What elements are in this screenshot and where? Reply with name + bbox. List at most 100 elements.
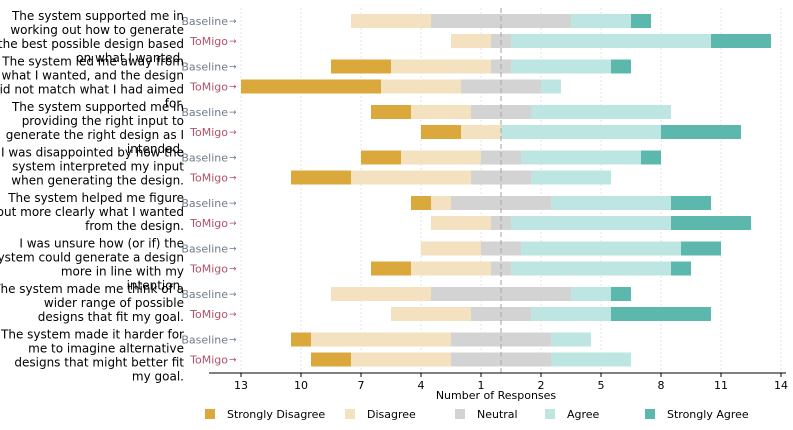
- bar-segment-agree: [571, 14, 631, 28]
- bar-segment-strongly-disagree: [291, 170, 351, 185]
- condition-label: Baseline: [181, 197, 228, 210]
- condition-label: ToMigo: [189, 81, 228, 94]
- arrow-icon: →: [229, 154, 237, 164]
- bar-segment-strongly-agree: [631, 14, 651, 28]
- legend-swatch: [205, 409, 215, 419]
- arrow-icon: →: [229, 245, 237, 255]
- legend-swatch: [545, 409, 555, 419]
- arrow-icon: →: [229, 37, 237, 47]
- question-text: designs that fit my goal.: [38, 310, 184, 324]
- question-text: did not match what I had aimed: [0, 83, 184, 97]
- condition-label: ToMigo: [189, 172, 228, 185]
- bar-segment-strongly-agree: [641, 150, 661, 165]
- question-text: I was disappointed by how the: [1, 146, 184, 160]
- question-text: wider range of possible: [44, 296, 184, 310]
- question-text: The system helped me figure: [7, 191, 184, 205]
- bar-segment-strongly-disagree: [361, 150, 401, 165]
- bar-segment-agree: [541, 79, 561, 94]
- bar-segment-neutral: [491, 216, 511, 230]
- arrow-icon: →: [229, 356, 237, 366]
- question-text: generate the right design as I: [6, 128, 184, 142]
- legend-label: Agree: [567, 408, 600, 421]
- bar-segment-strongly-disagree: [421, 125, 461, 139]
- legend-label: Strongly Disagree: [227, 408, 325, 421]
- bar-segment-strongly-agree: [661, 125, 741, 139]
- bar-segment-disagree: [401, 150, 481, 165]
- bar-segment-neutral: [481, 150, 521, 165]
- arrow-icon: →: [229, 265, 237, 275]
- x-tick-label: 11: [714, 379, 728, 392]
- question-text: The system supported me in: [11, 100, 184, 114]
- x-axis: 13 10 7 4 1 2 5 8 11 14: [209, 372, 788, 392]
- condition-label: ToMigo: [189, 354, 228, 367]
- bar-segment-disagree: [391, 59, 491, 74]
- bar-segment-agree: [571, 287, 611, 301]
- bar-segment-strongly-disagree: [371, 105, 411, 119]
- bar-segment-neutral: [431, 287, 571, 301]
- bar-segment-strongly-agree: [611, 307, 711, 321]
- bar-segment-strongly-agree: [681, 241, 721, 256]
- x-tick-label: 4: [418, 379, 425, 392]
- question-text: The system led me away from: [1, 55, 184, 69]
- question-text: The system supported me in: [11, 9, 184, 23]
- legend-label: Neutral: [477, 408, 518, 421]
- bar-segment-agree: [551, 196, 671, 210]
- question-text: on what I wanted.: [76, 51, 184, 65]
- bar-segment-strongly-agree: [711, 34, 771, 48]
- labels-layer: Baseline →ToMigo →The system supported me …: [0, 9, 237, 384]
- bars-layer: [241, 14, 771, 367]
- bar-segment-disagree: [421, 241, 481, 256]
- x-tick-label: 2: [538, 379, 545, 392]
- condition-label: Baseline: [181, 61, 228, 74]
- arrow-icon: →: [229, 219, 237, 229]
- bar-segment-strongly-disagree: [411, 196, 431, 210]
- bar-segment-strongly-agree: [671, 261, 691, 276]
- condition-label: ToMigo: [189, 308, 228, 321]
- question-text: what I wanted, and the design: [2, 69, 184, 83]
- question-text: intended.: [127, 142, 184, 156]
- arrow-icon: →: [229, 336, 237, 346]
- condition-label: ToMigo: [189, 126, 228, 139]
- bar-segment-disagree: [391, 307, 471, 321]
- bar-segment-strongly-agree: [611, 59, 631, 74]
- question-text: providing the right input to: [22, 114, 184, 128]
- x-tick-label: 10: [294, 379, 308, 392]
- bar-segment-disagree: [381, 79, 461, 94]
- x-tick-label: 8: [658, 379, 665, 392]
- bar-segment-strongly-disagree: [371, 261, 411, 276]
- bar-segment-disagree: [311, 332, 451, 347]
- bar-segment-disagree: [331, 287, 431, 301]
- arrow-icon: →: [229, 199, 237, 209]
- bar-segment-disagree: [351, 14, 431, 28]
- bar-segment-strongly-agree: [671, 216, 751, 230]
- bar-segment-agree: [511, 59, 611, 74]
- arrow-icon: →: [229, 174, 237, 184]
- bar-segment-agree: [521, 241, 681, 256]
- question-text: from the design.: [85, 219, 184, 233]
- x-tick-label: 13: [234, 379, 248, 392]
- bar-segment-agree: [551, 332, 591, 347]
- question-text: The system made me think of a: [0, 282, 184, 296]
- x-tick-label: 5: [598, 379, 605, 392]
- question-text: system could generate a design: [0, 251, 184, 265]
- condition-label: Baseline: [181, 106, 228, 119]
- legend-swatch: [345, 409, 355, 419]
- arrow-icon: →: [229, 290, 237, 300]
- legend: Strongly Disagree Disagree Neutral Agree Str…: [205, 408, 749, 421]
- bar-segment-disagree: [431, 216, 491, 230]
- arrow-icon: →: [229, 310, 237, 320]
- bar-segment-agree: [531, 170, 611, 185]
- question-text: intention.: [127, 279, 184, 293]
- bar-segment-disagree: [411, 105, 471, 119]
- bar-segment-disagree: [431, 196, 451, 210]
- question-text: I was unsure how (or if) the: [19, 237, 184, 251]
- bar-segment-agree: [501, 125, 661, 139]
- bar-segment-strongly-disagree: [241, 79, 381, 94]
- question-text: my goal.: [132, 370, 184, 384]
- bar-segment-strongly-disagree: [291, 332, 311, 347]
- x-tick-label: 14: [774, 379, 788, 392]
- legend-swatch: [645, 409, 655, 419]
- bar-segment-agree: [531, 105, 671, 119]
- condition-label: ToMigo: [189, 35, 228, 48]
